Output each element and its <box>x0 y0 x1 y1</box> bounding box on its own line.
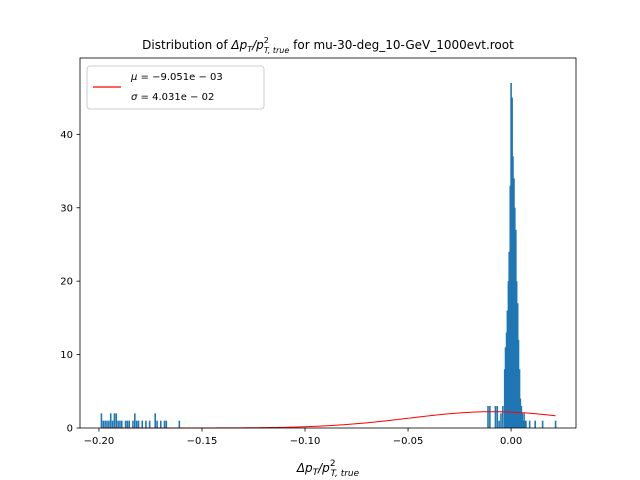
histogram-bars <box>100 82 557 429</box>
legend-box <box>86 65 265 110</box>
legend-mu-text: μ = −9.051e − 03 <box>130 72 223 83</box>
x-axis-label: ΔpT/p2 T, true <box>296 459 360 479</box>
histogram-bar <box>115 413 118 428</box>
axes-frame <box>79 57 577 429</box>
histogram-bar <box>494 405 497 428</box>
histogram-bar <box>519 398 522 428</box>
histogram-bar <box>137 420 140 428</box>
histogram-bar <box>121 420 123 428</box>
histogram-bar <box>554 420 557 428</box>
chart-title: Distribution of ΔpT/p2 T, true for mu-30-… <box>142 36 514 55</box>
x-tick-label: −0.20 <box>84 436 115 447</box>
histogram-bar <box>534 420 536 428</box>
histogram-bar <box>106 420 108 428</box>
histogram-bar <box>100 413 103 428</box>
histogram-bar <box>510 82 512 428</box>
y-tick-label: 10 <box>60 350 73 361</box>
histogram-bar <box>503 369 506 428</box>
histogram-bar <box>102 420 105 428</box>
histogram-bar <box>163 420 166 428</box>
histogram-bar <box>522 420 525 428</box>
histogram-bar <box>515 229 517 428</box>
histogram-bar <box>517 339 520 428</box>
histogram-bar <box>145 420 147 428</box>
histogram-bar <box>128 420 131 428</box>
y-tick-label: 0 <box>67 424 73 435</box>
histogram-bar <box>154 413 157 428</box>
histogram-bar <box>502 405 504 428</box>
histogram-bar <box>156 420 158 428</box>
histogram-bar <box>126 420 129 428</box>
histogram-bar <box>178 420 181 428</box>
histogram-bar <box>148 420 151 428</box>
histogram-bar <box>104 420 106 428</box>
histogram-bar <box>541 420 544 428</box>
histogram-bar <box>487 405 489 428</box>
histogram-bar <box>509 185 512 428</box>
histogram-bar <box>108 420 110 428</box>
histogram-bar <box>525 420 527 428</box>
x-tick-label: −0.10 <box>290 436 321 447</box>
histogram-bar <box>512 156 514 428</box>
histogram-bar <box>524 420 526 428</box>
legend: μ = −9.051e − 03 σ = 4.031e − 02 <box>86 65 265 110</box>
histogram-bar <box>513 207 516 428</box>
histogram-bar <box>511 97 513 429</box>
y-tick-label: 40 <box>60 130 73 141</box>
histogram-bar <box>505 332 508 428</box>
x-tick-label: 0.00 <box>500 436 522 447</box>
histogram-bar <box>520 405 523 428</box>
histogram-bar <box>117 420 119 428</box>
histogram-bar <box>113 413 116 428</box>
histogram-bar <box>141 420 144 428</box>
histogram-bar <box>159 420 162 428</box>
histogram-bar <box>500 413 502 428</box>
histogram-bar <box>496 405 499 428</box>
histogram-bar <box>135 420 138 428</box>
histogram-bar <box>523 413 525 428</box>
x-axis-ticks: −0.20 −0.15 −0.10 −0.05 0.00 <box>84 428 522 447</box>
histogram-bar <box>506 310 509 428</box>
histogram-bar <box>109 413 112 428</box>
histogram-bar <box>498 420 500 428</box>
histogram-bar <box>489 405 491 428</box>
y-tick-label: 30 <box>60 203 73 214</box>
histogram-bar <box>119 420 121 428</box>
histogram-bar <box>132 420 134 428</box>
histogram-bar <box>504 347 507 428</box>
y-axis-ticks: 0 10 20 30 40 <box>60 130 80 435</box>
histogram-bar <box>134 413 136 428</box>
histogram-bar <box>508 251 511 428</box>
legend-sigma-text: σ = 4.031e − 02 <box>131 92 214 103</box>
histogram-bar <box>516 303 519 428</box>
histogram-bar <box>111 420 114 428</box>
histogram-bar <box>518 369 521 428</box>
histogram-bar <box>521 413 524 428</box>
histogram-bar <box>528 420 531 428</box>
x-tick-label: −0.05 <box>393 436 424 447</box>
histogram-bar <box>165 420 168 428</box>
x-tick-label: −0.15 <box>187 436 218 447</box>
histogram-bar <box>515 281 518 428</box>
histogram-bar <box>507 281 510 428</box>
histogram-bar <box>513 178 515 428</box>
histogram-bar <box>124 420 127 428</box>
y-tick-label: 20 <box>60 277 73 288</box>
